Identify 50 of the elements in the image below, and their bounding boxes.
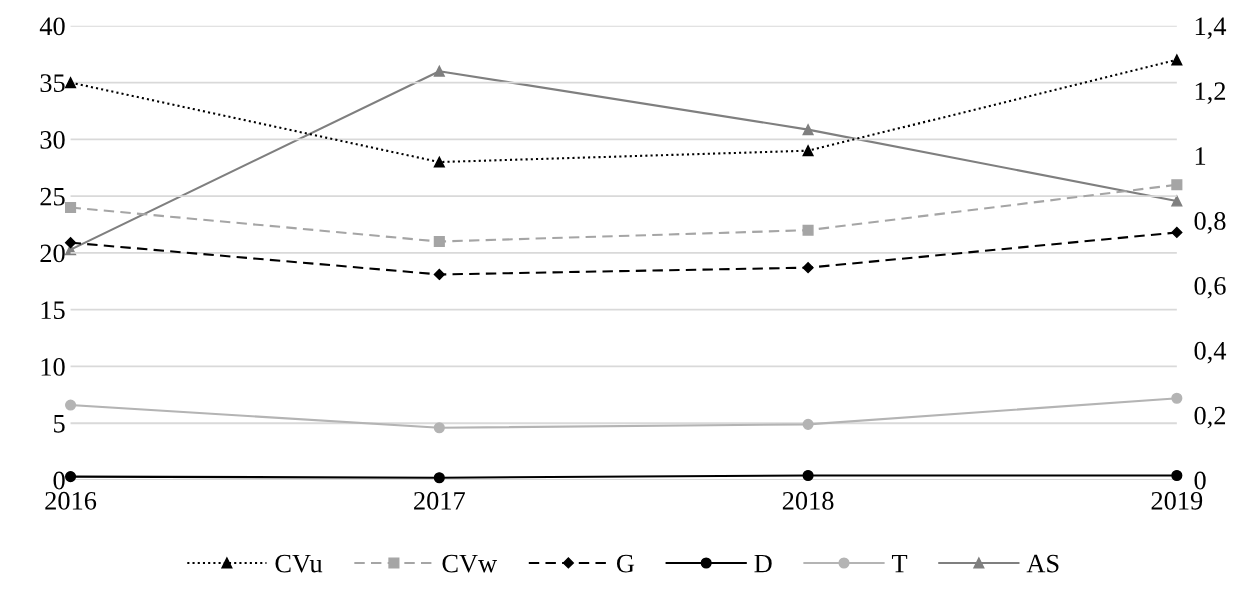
point (433, 156, 445, 168)
y-tick-label: 0 (53, 471, 65, 490)
point (65, 201, 77, 214)
y-tick-label: 20 (40, 244, 65, 263)
legend-label: CVw (442, 554, 498, 573)
x-tick-label: 2017 (414, 491, 465, 510)
y-tick-label: 30 (40, 130, 65, 149)
y2-tick-label: 0,6 (1194, 276, 1226, 299)
legend-label: T (891, 554, 908, 573)
point (1171, 179, 1183, 191)
y-tick-label: 10 (41, 358, 65, 376)
point (433, 65, 445, 77)
y2-tick-label: 1,2 (1195, 82, 1226, 104)
point (1171, 195, 1183, 207)
legend-label: G (616, 554, 635, 573)
point (802, 469, 814, 482)
x-tick-label: 2018 (782, 491, 834, 510)
y2-tick-label: 0,2 (1194, 406, 1226, 429)
y2-tick-label: 0,8 (1194, 212, 1226, 234)
point (1171, 392, 1183, 404)
y-tick-label: 15 (41, 301, 65, 320)
point (802, 124, 814, 136)
y2-tick-label: 0,4 (1194, 341, 1227, 364)
y-tick-label: 40 (39, 17, 65, 36)
point (1171, 54, 1183, 66)
point (802, 224, 814, 236)
point (65, 77, 77, 89)
point (802, 262, 814, 274)
y-tick-label: 5 (54, 415, 65, 433)
legend-label: CVu (275, 554, 323, 573)
point (802, 418, 814, 430)
y2-tick-label: 1,4 (1195, 17, 1227, 40)
point (433, 268, 445, 281)
point (802, 145, 814, 157)
y-tick-label: 35 (40, 74, 65, 92)
point (433, 422, 445, 434)
point (65, 399, 77, 411)
x-tick-label: 2016 (45, 491, 97, 510)
point (1171, 226, 1183, 239)
point (65, 471, 77, 483)
legend-label: AS (1026, 554, 1059, 573)
y2-tick-label: 0 (1194, 471, 1206, 490)
point (433, 235, 445, 248)
point (64, 237, 77, 249)
x-tick-label: 2019 (1151, 491, 1203, 510)
y-tick-label: 25 (40, 187, 65, 206)
legend-label: D (754, 554, 772, 573)
point (433, 472, 445, 484)
y2-tick-label: 1 (1195, 147, 1206, 165)
point (1171, 469, 1183, 482)
